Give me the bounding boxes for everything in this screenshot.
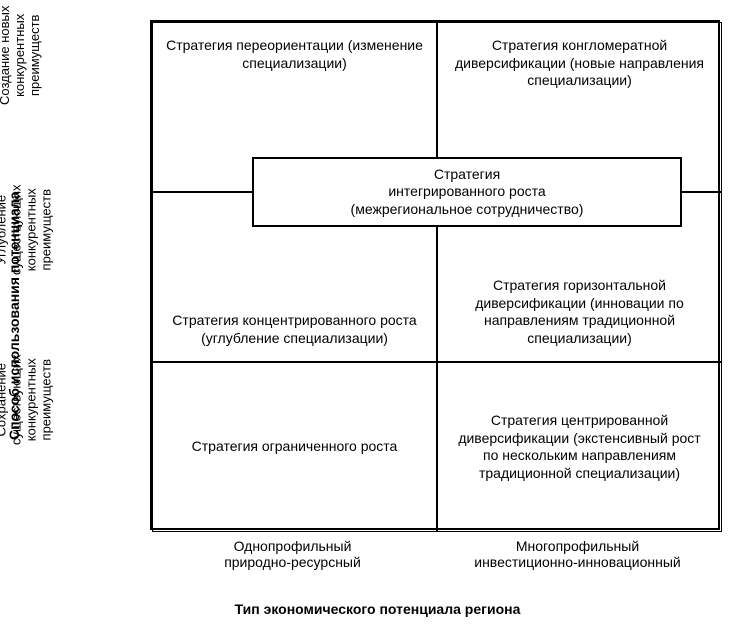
row-label-2: Сохранениесуществующихконкурентныхпреиму… xyxy=(0,354,54,445)
cell-text: Стратегия ограниченного роста xyxy=(192,438,398,456)
diagram-wrap: Способ использования потенциала Тип экон… xyxy=(0,0,755,627)
row-label-1: Углублениесуществующихконкурентныхпреиму… xyxy=(0,184,54,275)
cell-text: Стратегия горизонтальной диверсификации … xyxy=(450,277,709,347)
row-label-0: Создание новыхконкурентныхпреимуществ xyxy=(0,6,43,105)
overlay-text: Стратегияинтегрированного роста(межрегио… xyxy=(351,166,584,219)
matrix-cell-r2-c1: Стратегия центрированной диверсификации … xyxy=(437,362,722,532)
col-label-0: Однопрофильныйприродно-ресурсный xyxy=(150,538,435,570)
integrated-growth-box: Стратегияинтегрированного роста(межрегио… xyxy=(252,157,682,227)
cell-text: Стратегия центрированной диверсификации … xyxy=(450,412,709,482)
matrix-cell-r2-c0: Стратегия ограниченного роста xyxy=(152,362,437,532)
cell-text: Стратегия переориентации (изменение спец… xyxy=(165,37,424,72)
matrix-grid: Стратегия переориентации (изменение спец… xyxy=(150,20,720,530)
col-label-1: Многопрофильныйинвестиционно-инновационн… xyxy=(435,538,720,570)
cell-text: Стратегия концентрированного роста (углу… xyxy=(165,312,424,347)
cell-text: Стратегия конгломератной диверсификации … xyxy=(450,37,709,90)
x-axis-title: Тип экономического потенциала региона xyxy=(0,601,755,617)
